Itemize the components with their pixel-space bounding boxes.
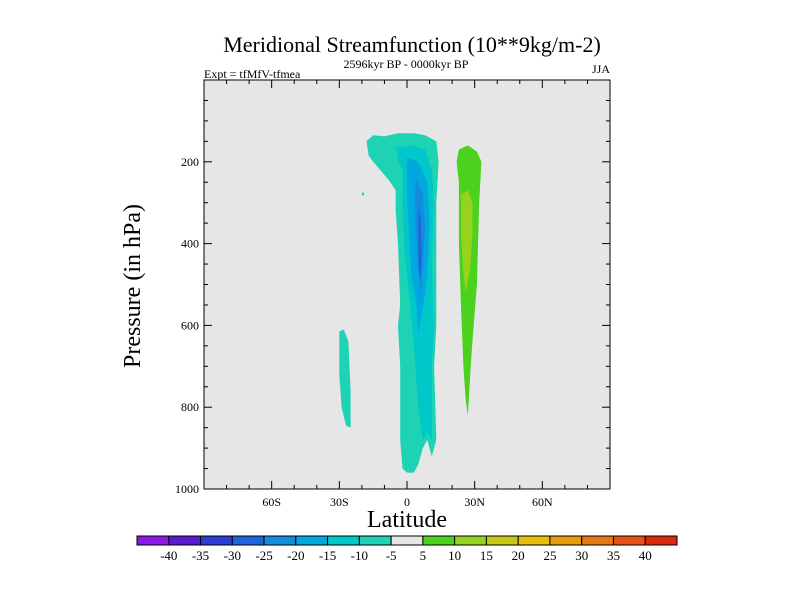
colorbar-label: -15 [319,548,336,563]
colorbar-label: 20 [512,548,525,563]
contour-region-neg-5-dot [361,192,365,196]
y-axis-label: Pressure (in hPa) [120,204,146,368]
contour-region-neg-25 [418,204,422,281]
contour-region-pos-10 [461,190,473,293]
colorbar-label: -5 [386,548,397,563]
colorbar-box [454,535,487,546]
x-tick-label: 0 [404,495,410,509]
colorbar-box [200,535,233,546]
y-tick-label: 1000 [175,482,199,496]
period-label: 2596kyr BP - 0000kyr BP [344,57,469,71]
colorbar-label: -35 [192,548,209,563]
colorbar-label: 10 [448,548,461,563]
y-tick-label: 600 [181,318,199,332]
colorbar-box [168,535,202,546]
colorbar-label: -30 [224,548,241,563]
colorbar-label: -10 [351,548,368,563]
colorbar-box [612,535,646,546]
x-tick-label: 30N [464,495,485,509]
colorbar-label: 30 [575,548,588,563]
y-tick-label: 200 [181,155,199,169]
colorbar-label: 5 [420,548,427,563]
colorbar-box [263,535,297,546]
colorbar-box [327,535,360,546]
colorbar-box [581,535,614,546]
colorbar-label: 25 [543,548,556,563]
colorbar: -40 -35 -30 -25 -20 -15 -10 -5 5 10 15 20 25 30 35 40 [136,535,678,563]
x-tick-label: 60N [532,495,553,509]
x-tick-label: 60S [262,495,281,509]
colorbar-box [422,535,456,546]
colorbar-label: 35 [607,548,620,563]
colorbar-label: -20 [287,548,304,563]
colorbar-box [644,535,678,546]
plot-area: 60S 30S 0 30N 60N 200 400 600 800 1000 [175,79,611,509]
colorbar-box [358,535,392,546]
season-label: JJA [592,62,610,76]
contour-layer [339,133,482,473]
colorbar-label: -25 [255,548,272,563]
colorbar-box [231,535,265,546]
colorbar-label: 40 [639,548,652,563]
x-axis-label: Latitude [367,507,447,533]
axis-ticks: 60S 30S 0 30N 60N 200 400 600 800 1000 [175,80,610,509]
y-tick-label: 400 [181,237,199,251]
x-tick-label: 30S [330,495,349,509]
chart-title: Meridional Streamfunction (10**9kg/m-2) [223,32,601,57]
colorbar-box [485,535,519,546]
colorbar-box [295,535,329,546]
contour-region-neg-5-patch [339,329,351,428]
colorbar-box [517,535,551,546]
colorbar-box [390,535,424,546]
colorbar-label: -40 [160,548,177,563]
y-tick-label: 800 [181,400,199,414]
plot-frame [203,79,611,490]
experiment-label: Expt = tfMfV-tfmea [204,67,301,81]
colorbar-box [549,535,583,546]
colorbar-label: 15 [480,548,493,563]
colorbar-box [136,535,170,546]
